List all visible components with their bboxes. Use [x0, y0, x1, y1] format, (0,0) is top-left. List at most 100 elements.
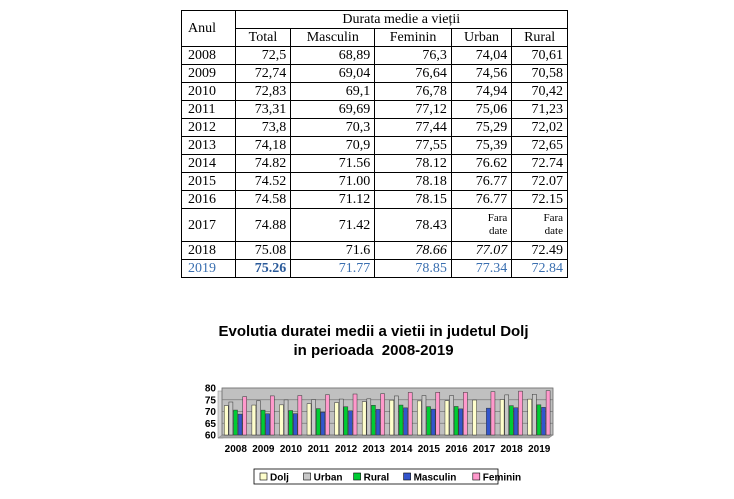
legend-swatch-feminin — [472, 472, 481, 481]
bar-rural — [260, 409, 266, 436]
bar-masculin — [430, 408, 436, 436]
bar-masculin — [265, 413, 270, 436]
chart-title: Evolutia duratei medii a vietii in judet… — [180, 322, 567, 360]
y-tick-label: 60 — [205, 431, 217, 442]
value-cell: Fara date — [511, 208, 568, 242]
x-tick-label: 2011 — [308, 444, 330, 455]
bar-rural — [288, 410, 293, 436]
bar-masculin — [403, 407, 408, 436]
bar-feminin — [270, 395, 275, 436]
value-cell: 70,61 — [511, 46, 568, 65]
value-cell: 78.85 — [374, 259, 452, 278]
bar-masculin — [293, 413, 298, 436]
bar-masculin — [348, 410, 353, 436]
table-row: 2012 73,8 70,3 77,44 75,29 72,02 — [181, 118, 568, 137]
value-cell: 74.82 — [234, 154, 292, 173]
year-cell: 2018 — [181, 241, 236, 260]
life-expectancy-table: Anul Durata medie a vieții Total Masculi… — [181, 10, 569, 278]
value-cell: 76,3 — [374, 46, 452, 65]
bar-urban — [532, 394, 537, 436]
value-cell: 76.77 — [450, 172, 513, 191]
bar-masculin — [375, 409, 381, 436]
year-cell: 2017 — [181, 208, 236, 242]
bar-feminin — [352, 393, 358, 436]
value-cell: 77.34 — [450, 259, 513, 278]
value-cell: 75,39 — [450, 136, 513, 155]
legend-box — [253, 468, 499, 485]
bar-masculin — [541, 407, 546, 436]
value-cell: 71.77 — [290, 259, 376, 278]
year-cell: 2011 — [181, 100, 236, 119]
bar-masculin — [320, 411, 326, 436]
bar-masculin — [513, 407, 519, 436]
bar-feminin — [407, 392, 413, 436]
legend-swatch-masculin — [403, 472, 411, 481]
bar-urban — [449, 395, 454, 436]
value-cell: 74,18 — [234, 136, 292, 155]
value-cell: 74,56 — [450, 64, 513, 83]
bar-dolj — [527, 398, 532, 436]
year-cell: 2014 — [181, 154, 236, 173]
y-tick-label: 80 — [205, 384, 217, 395]
bar-urban — [394, 395, 399, 436]
x-tick-label: 2014 — [390, 444, 413, 455]
bar-urban — [338, 398, 344, 436]
bar-urban — [228, 401, 234, 436]
x-tick-label: 2019 — [528, 444, 551, 455]
bar-feminin — [545, 390, 551, 436]
x-tick-label: 2008 — [225, 444, 248, 455]
table-row: 2019 75.26 71.77 78.85 77.34 72.84 — [181, 259, 568, 278]
legend-label-rural: Rural — [364, 473, 390, 484]
value-cell: 69,69 — [290, 100, 376, 119]
x-tick-label: 2009 — [252, 444, 275, 455]
y-tick-label: 70 — [205, 407, 217, 418]
value-cell: 74.58 — [234, 190, 292, 209]
value-cell: 72.74 — [511, 154, 568, 173]
col-feminin: Feminin — [374, 28, 452, 47]
col-urban: Urban — [450, 28, 513, 47]
year-cell: 2016 — [181, 190, 236, 209]
bar-rural — [371, 405, 376, 436]
bar-feminin — [435, 392, 441, 436]
value-cell: 72.07 — [511, 172, 568, 191]
bar-feminin — [490, 391, 496, 436]
legend-label-urban: Urban — [314, 473, 343, 484]
bar-rural — [315, 408, 321, 436]
value-cell: 70,42 — [511, 82, 568, 101]
header-year: Anul — [181, 10, 236, 47]
table-row: 2008 72,5 68,89 76,3 74,04 70,61 — [181, 46, 568, 65]
legend-swatch-dolj — [259, 472, 268, 481]
value-cell: 77,55 — [374, 136, 452, 155]
bar-urban — [256, 400, 261, 436]
bar-rural — [398, 404, 404, 436]
bar-urban — [283, 399, 289, 436]
bar-dolj — [499, 399, 505, 436]
bar-rural — [233, 409, 238, 436]
year-cell: 2013 — [181, 136, 236, 155]
x-tick-label: 2018 — [501, 444, 524, 455]
bar-dolj — [444, 400, 450, 436]
bar-dolj — [306, 403, 312, 436]
bar-dolj — [361, 401, 367, 436]
bar-rural — [509, 405, 514, 436]
bar-masculin — [237, 413, 243, 436]
value-cell: 72.15 — [511, 190, 568, 209]
plot-floor — [217, 434, 554, 439]
value-cell: 72,74 — [234, 64, 292, 83]
bar-masculin — [486, 407, 491, 436]
year-cell: 2019 — [181, 259, 236, 278]
x-tick-label: 2010 — [280, 444, 303, 455]
table-row: 2015 74.52 71.00 78.18 76.77 72.07 — [181, 172, 568, 191]
x-tick-label: 2017 — [473, 444, 496, 455]
header-group: Durata medie a vieții — [234, 10, 569, 29]
bar-feminin — [463, 392, 468, 436]
value-cell: 71.42 — [290, 208, 376, 242]
bar-rural — [453, 406, 459, 436]
value-cell: 78.66 — [374, 241, 452, 260]
table-header-row: Anul Durata medie a vieții — [181, 10, 569, 47]
bar-urban — [421, 395, 427, 436]
value-cell: 71.56 — [290, 154, 376, 173]
bar-urban — [311, 399, 316, 436]
bar-rural — [426, 406, 431, 436]
